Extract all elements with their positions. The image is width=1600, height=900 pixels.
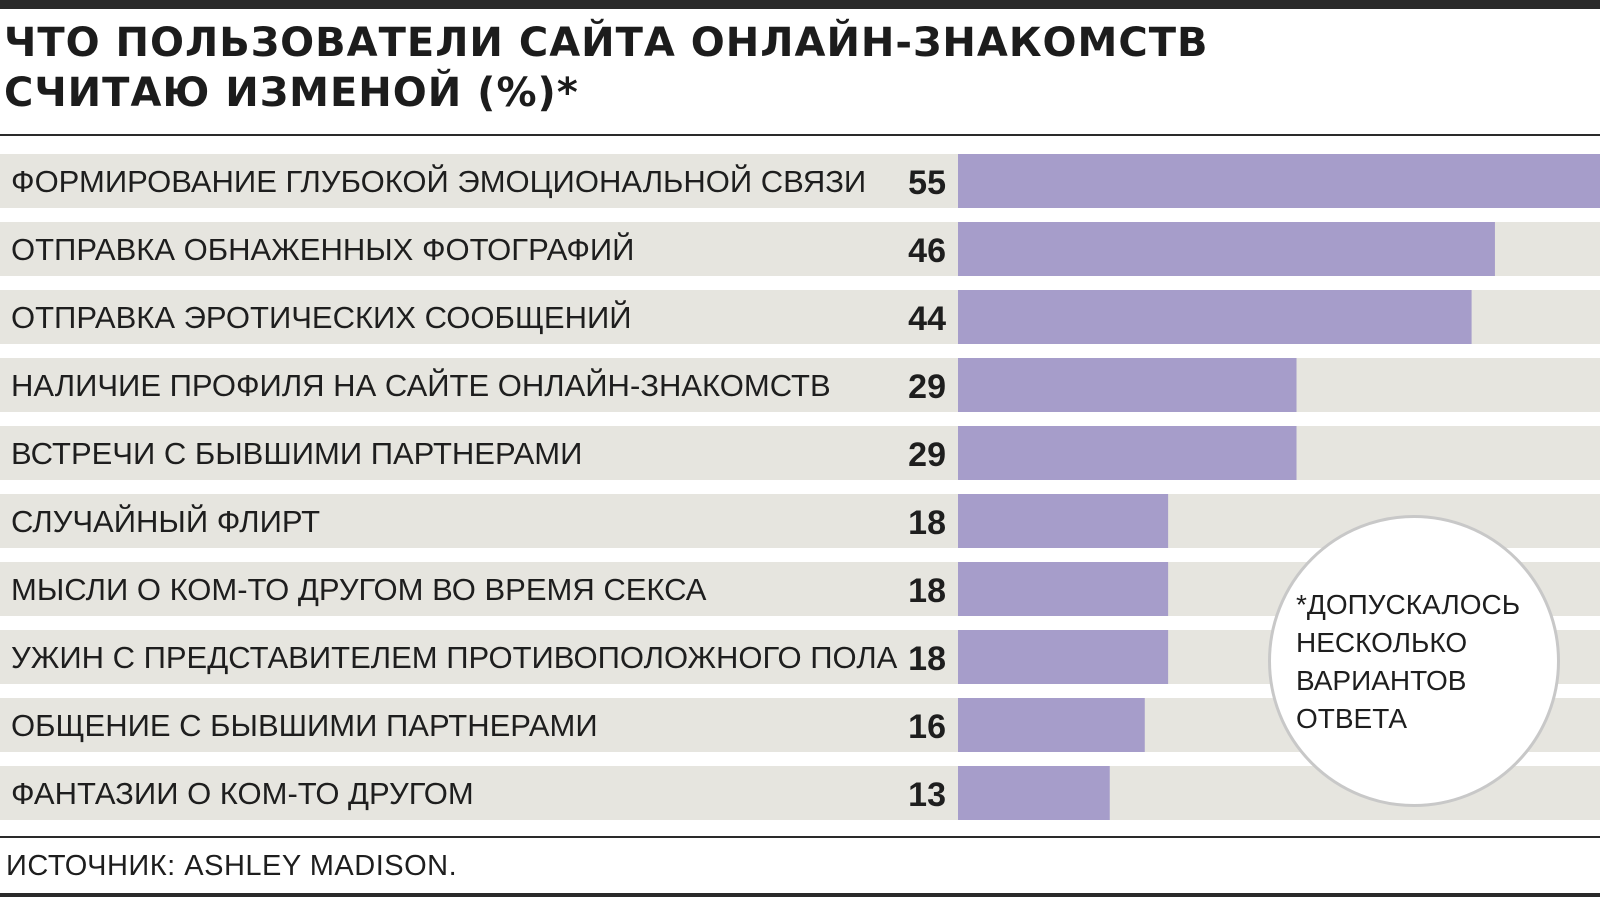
- bar: [958, 562, 1169, 616]
- value-label: 29: [908, 436, 946, 474]
- footnote-text: *ДОПУСКАЛОСЬ НЕСКОЛЬКО ВАРИАНТОВ ОТВЕТА: [1296, 589, 1521, 734]
- bar: [958, 766, 1110, 820]
- category-label: УЖИН С ПРЕДСТАВИТЕЛЕМ ПРОТИВОПОЛОЖНОГО П…: [11, 640, 898, 675]
- chart-title: ЧТО ПОЛЬЗОВАТЕЛИ САЙТА ОНЛАЙН-ЗНАКОМСТВ …: [4, 18, 1304, 118]
- value-label: 29: [908, 368, 946, 406]
- chart-title-line-2: СЧИТАЮ ИЗМЕНОЙ (%)*: [4, 70, 579, 116]
- source-note: ИСТОЧНИК: ASHLEY MADISON.: [6, 850, 458, 882]
- row-background: [0, 426, 1600, 480]
- chart-title-line-1: ЧТО ПОЛЬЗОВАТЕЛИ САЙТА ОНЛАЙН-ЗНАКОМСТВ: [4, 20, 1209, 66]
- value-label: 16: [908, 708, 946, 746]
- value-label: 18: [908, 572, 946, 610]
- bar: [958, 222, 1495, 276]
- category-label: СЛУЧАЙНЫЙ ФЛИРТ: [11, 503, 320, 539]
- category-label: ФАНТАЗИИ О КОМ-ТО ДРУГОМ: [11, 776, 474, 811]
- category-label: ОБЩЕНИЕ С БЫВШИМИ ПАРТНЕРАМИ: [11, 708, 598, 743]
- value-label: 18: [908, 504, 946, 542]
- bottom-rule: [0, 893, 1600, 897]
- bar: [958, 290, 1472, 344]
- bar: [958, 698, 1145, 752]
- value-label: 44: [908, 300, 946, 338]
- bar: [958, 630, 1169, 684]
- value-label: 46: [908, 232, 946, 270]
- row-background: [0, 358, 1600, 412]
- bar: [958, 358, 1297, 412]
- bar: [958, 494, 1169, 548]
- category-label: МЫСЛИ О КОМ-ТО ДРУГОМ ВО ВРЕМЯ СЕКСА: [11, 572, 707, 607]
- title-divider: [0, 134, 1600, 136]
- category-label: ОТПРАВКА ОБНАЖЕННЫХ ФОТОГРАФИЙ: [11, 231, 634, 267]
- top-rule: [0, 0, 1600, 9]
- source-divider: [0, 836, 1600, 838]
- footnote-circle: *ДОПУСКАЛОСЬ НЕСКОЛЬКО ВАРИАНТОВ ОТВЕТА: [1268, 515, 1560, 807]
- bar: [958, 154, 1600, 208]
- category-label: НАЛИЧИЕ ПРОФИЛЯ НА САЙТЕ ОНЛАЙН-ЗНАКОМСТ…: [11, 367, 831, 403]
- category-label: ВСТРЕЧИ С БЫВШИМИ ПАРТНЕРАМИ: [11, 436, 582, 471]
- value-label: 18: [908, 640, 946, 678]
- category-label: ФОРМИРОВАНИЕ ГЛУБОКОЙ ЭМОЦИОНАЛЬНОЙ СВЯЗ…: [11, 163, 866, 199]
- value-label: 55: [908, 164, 946, 202]
- bar: [958, 426, 1297, 480]
- category-label: ОТПРАВКА ЭРОТИЧЕСКИХ СООБЩЕНИЙ: [11, 299, 632, 335]
- value-label: 13: [908, 776, 946, 814]
